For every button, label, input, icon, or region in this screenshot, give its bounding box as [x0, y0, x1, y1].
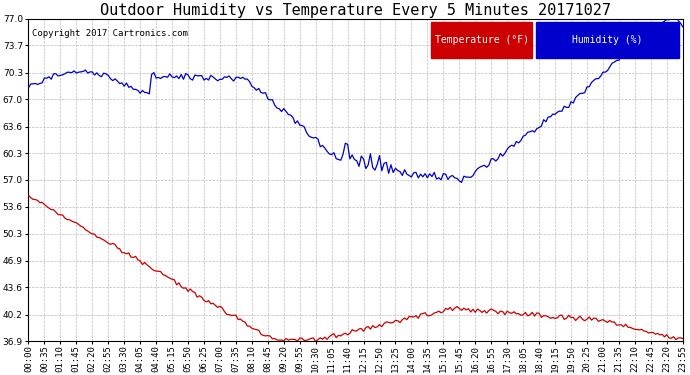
- Text: Temperature (°F): Temperature (°F): [435, 35, 529, 45]
- Bar: [431, 22, 532, 58]
- Text: Humidity (%): Humidity (%): [572, 35, 642, 45]
- Title: Outdoor Humidity vs Temperature Every 5 Minutes 20171027: Outdoor Humidity vs Temperature Every 5 …: [100, 3, 611, 18]
- Bar: [535, 22, 680, 58]
- Text: Copyright 2017 Cartronics.com: Copyright 2017 Cartronics.com: [32, 28, 188, 38]
